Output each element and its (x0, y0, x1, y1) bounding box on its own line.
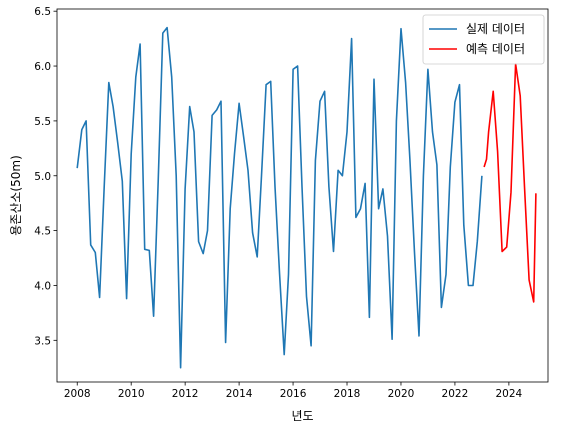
y-tick-label: 3.5 (34, 335, 51, 347)
y-tick-label: 6.0 (34, 61, 51, 73)
x-tick-label: 2020 (388, 388, 415, 400)
x-axis-label: 년도 (291, 409, 313, 423)
y-tick-label: 4.0 (34, 280, 51, 292)
y-tick-label: 6.5 (34, 6, 51, 18)
y-tick-label: 4.5 (34, 226, 51, 238)
legend-label-actual: 실제 데이터 (466, 22, 525, 36)
series-line-actual (76, 26, 483, 369)
x-tick-label: 2018 (334, 388, 361, 400)
plot-frame (56, 8, 549, 383)
legend-box (422, 14, 545, 65)
x-tick-label: 2012 (172, 388, 199, 400)
x-axis-ticks: 2008 2010 2012 2014 2016 2018 2020 2022 2024 (64, 382, 523, 400)
legend: 실제 데이터 예측 데이터 (422, 14, 545, 65)
y-tick-label: 5.5 (34, 116, 51, 128)
x-tick-label: 2014 (226, 388, 253, 400)
y-axis-ticks: 3.5 4.0 4.5 5.0 5.5 6.0 6.5 (34, 6, 57, 347)
y-tick-label: 5.0 (34, 171, 51, 183)
x-tick-label: 2022 (442, 388, 469, 400)
x-tick-label: 2010 (118, 388, 145, 400)
series-line-predicted (483, 63, 537, 303)
x-tick-label: 2016 (280, 388, 307, 400)
x-tick-label: 2024 (496, 388, 523, 400)
x-tick-label: 2008 (64, 388, 91, 400)
legend-label-predicted: 예측 데이터 (466, 42, 525, 56)
series-lines (76, 26, 537, 369)
y-axis-label: 용존산소(50m) (9, 155, 23, 235)
